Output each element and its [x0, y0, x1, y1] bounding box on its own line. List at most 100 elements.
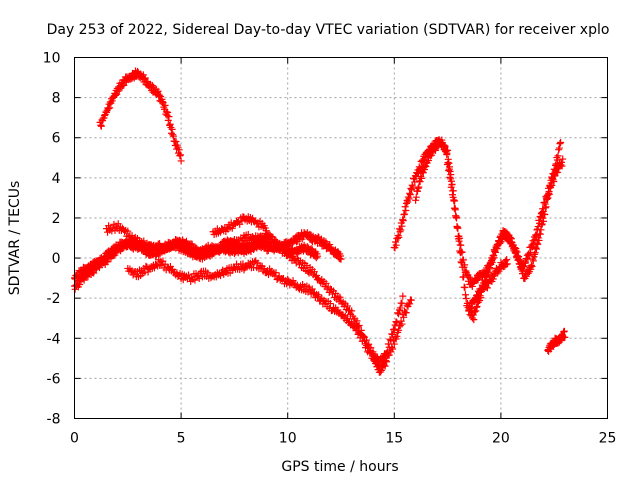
data-point	[513, 252, 521, 260]
data-point	[172, 138, 180, 146]
plot-frame	[74, 57, 608, 419]
data-point	[511, 244, 519, 252]
data-point	[537, 226, 545, 234]
data-point	[389, 345, 397, 353]
data-point	[447, 171, 455, 179]
data-point	[460, 273, 468, 281]
data-point	[390, 325, 398, 333]
data-point	[541, 204, 549, 212]
data-point	[447, 177, 455, 185]
data-point	[482, 283, 490, 291]
data-point	[122, 243, 130, 251]
data-point	[560, 327, 568, 335]
data-point	[390, 340, 398, 348]
data-point	[177, 157, 185, 165]
data-point	[124, 227, 132, 235]
data-point	[503, 260, 511, 268]
x-tick-label: 15	[385, 431, 403, 447]
data-point	[397, 317, 405, 325]
data-point	[506, 233, 514, 241]
data-point	[405, 195, 413, 203]
data-point	[488, 256, 496, 264]
data-point	[521, 259, 529, 267]
data-point	[148, 82, 156, 90]
data-point	[279, 244, 287, 252]
data-point	[206, 247, 214, 255]
data-point	[544, 194, 552, 202]
data-point	[398, 299, 406, 307]
data-point	[455, 237, 463, 245]
data-point	[483, 284, 491, 292]
data-point	[353, 317, 361, 325]
y-tick-label: 6	[52, 131, 61, 147]
y-tick-label: 2	[52, 211, 61, 227]
data-point	[114, 87, 122, 95]
data-point	[495, 239, 503, 247]
data-point	[424, 156, 432, 164]
data-point	[141, 74, 149, 82]
x-tick-label: 0	[70, 431, 79, 447]
data-point	[322, 279, 330, 287]
series-arc-9	[465, 256, 511, 314]
y-tick-label: -6	[47, 371, 61, 387]
data-point	[312, 254, 320, 262]
data-point	[446, 167, 454, 175]
data-point	[377, 366, 385, 374]
y-tick-label: 10	[43, 51, 61, 67]
series-arc-6	[209, 213, 270, 238]
data-point	[396, 228, 404, 236]
data-point	[428, 151, 436, 159]
data-point	[548, 181, 556, 189]
data-point	[527, 261, 535, 269]
data-point	[357, 330, 365, 338]
data-point	[413, 169, 421, 177]
data-point	[550, 178, 558, 186]
data-point	[353, 324, 361, 332]
data-point	[169, 131, 177, 139]
data-point	[421, 166, 429, 174]
data-point	[108, 97, 116, 105]
data-point	[508, 238, 516, 246]
data-point	[502, 228, 510, 236]
data-point	[561, 333, 569, 341]
data-point	[398, 320, 406, 328]
data-point	[168, 125, 176, 133]
data-point	[392, 238, 400, 246]
data-point	[384, 340, 392, 348]
data-point	[558, 162, 566, 170]
data-point	[514, 256, 522, 264]
data-point	[386, 335, 394, 343]
data-point	[446, 163, 454, 171]
data-point	[431, 146, 439, 154]
y-tick-label: 8	[52, 91, 61, 107]
data-point	[314, 252, 322, 260]
data-point	[415, 183, 423, 191]
data-point	[422, 163, 430, 171]
data-point	[470, 308, 478, 316]
data-point	[444, 155, 452, 163]
data-point	[503, 256, 511, 264]
data-point	[412, 196, 420, 204]
data-point	[395, 233, 403, 241]
data-point	[161, 101, 169, 109]
data-point	[348, 319, 356, 327]
y-tick-label: -8	[47, 412, 61, 428]
data-point	[445, 159, 453, 167]
data-point	[383, 358, 391, 366]
data-point	[494, 269, 502, 277]
data-point	[466, 304, 474, 312]
data-point	[398, 222, 406, 230]
data-point	[406, 191, 414, 199]
data-point	[76, 280, 84, 288]
data-point	[528, 263, 536, 271]
data-point	[381, 362, 389, 370]
data-point	[250, 244, 258, 252]
data-point	[106, 104, 114, 112]
data-point	[445, 166, 453, 174]
data-point	[557, 158, 565, 166]
series-arc-5	[124, 256, 415, 376]
data-point	[559, 155, 567, 163]
data-point	[486, 265, 494, 273]
series-arc-7	[390, 136, 565, 290]
